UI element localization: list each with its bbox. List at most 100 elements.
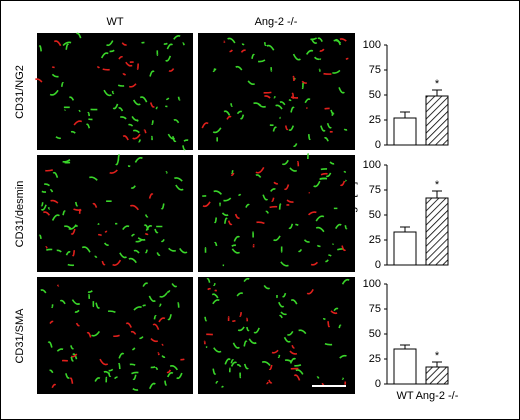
vessel [41,190,47,193]
vessel [338,87,345,94]
vessel [70,130,76,134]
vessel [100,52,109,59]
vessel [130,185,136,189]
y-tick-label: 75 [369,184,381,196]
vessel [227,37,236,44]
vessel [45,246,48,249]
vessel [221,385,224,388]
vessel [294,364,302,367]
vessel [239,114,245,120]
vessel [78,109,81,113]
vessel [129,204,139,211]
vessel [132,129,140,134]
row-label: CD31/SMA [14,308,26,364]
vessel [117,154,121,161]
vessel [307,211,317,216]
vessel [279,101,286,106]
vessel [40,289,47,294]
vessel [292,75,295,82]
vessel [63,225,72,230]
vessel [94,377,101,382]
vessel [319,48,325,52]
vessel [256,221,265,225]
y-tick-label: 100 [363,159,381,171]
vessel [130,330,137,335]
vessel [223,197,232,202]
vessel [107,310,116,313]
vessel [288,125,295,131]
vessel [214,217,218,224]
vessel [171,283,178,288]
vessel [47,341,53,348]
vessel [246,326,250,332]
vessel [320,125,326,132]
y-tick-label: 0 [375,378,381,390]
vessel [235,65,243,71]
bar [393,348,417,385]
column-label: Ang-2 -/- [255,16,298,28]
vessel [268,364,273,371]
vessel [81,246,91,253]
vessel [49,189,54,193]
vessel [212,368,217,375]
vessel [119,252,127,259]
vessel [94,255,98,259]
vessel [56,249,62,253]
vessel [149,102,155,108]
vessel [182,42,185,46]
vessel [298,329,307,335]
vessel [87,111,91,117]
vessel [301,80,308,84]
vessel [310,37,318,41]
vessel [149,382,156,390]
vessel [340,180,346,187]
vessel [60,81,64,87]
vessel [35,78,43,83]
vessel [168,68,175,72]
vessel [168,247,177,252]
vessel [279,314,283,319]
vessel [156,252,161,256]
vessel [132,388,139,391]
vessel [338,324,342,329]
vessel [280,261,289,267]
vessel [334,38,342,46]
vessel [72,250,76,257]
vessel [176,372,183,380]
vessel [262,194,269,201]
vessel [163,42,168,45]
vessel [230,170,234,174]
vessel [73,120,83,126]
vessel [239,312,243,317]
vessel [132,99,141,106]
micrograph [198,277,355,394]
vessel [319,177,328,181]
vessel [286,199,294,203]
vessel [139,336,144,340]
vessel [103,242,109,246]
vessel [241,43,245,46]
vessel [51,66,55,69]
vessel [104,230,108,233]
vessel [322,318,326,321]
vessel [175,184,184,191]
vessel [70,345,75,350]
vessel [108,368,114,372]
vessel [128,83,137,88]
vessel [224,217,228,224]
vessel [253,102,262,107]
vessel [313,180,321,188]
vessel [139,96,148,103]
vessel [51,214,60,221]
vessel [305,106,308,109]
vessel [134,156,143,163]
vessel [87,290,93,293]
vessel [150,338,159,343]
vessel [213,347,222,353]
vessel [122,225,130,231]
vessel [277,354,281,359]
vessel [183,139,189,142]
vessel [49,320,54,324]
vessel [158,303,162,307]
